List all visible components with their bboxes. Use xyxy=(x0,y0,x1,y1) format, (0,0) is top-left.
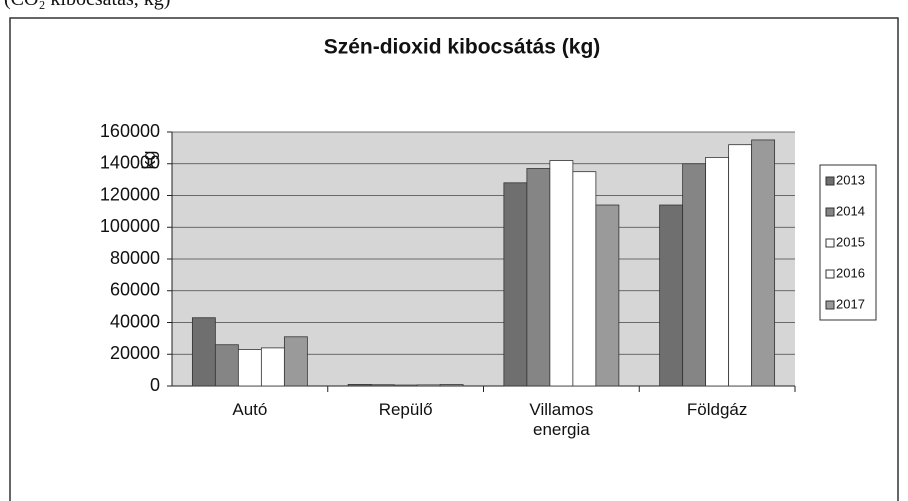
bar xyxy=(549,160,574,387)
bar xyxy=(214,344,239,387)
x-tick-label: Villamos energia xyxy=(529,400,594,439)
bar xyxy=(237,349,262,387)
caption: (CO₂ kibocsátás, kg) xyxy=(4,0,170,11)
bar xyxy=(191,317,216,387)
bar xyxy=(572,171,597,387)
x-tick-label: Földgáz xyxy=(686,400,748,419)
x-tick-label: Autó xyxy=(232,400,268,419)
y-tick-label: 20000 xyxy=(110,343,160,363)
legend-label: 2013 xyxy=(836,172,865,187)
bar xyxy=(416,384,441,387)
bar xyxy=(393,384,418,387)
y-tick-label: 160000 xyxy=(100,121,160,141)
legend-label: 2016 xyxy=(836,265,865,280)
bar xyxy=(347,384,372,387)
legend-swatch xyxy=(825,238,835,248)
bar xyxy=(682,163,707,387)
y-tick-label: 100000 xyxy=(100,216,160,236)
bar xyxy=(705,156,730,387)
y-tick-label: 60000 xyxy=(110,280,160,300)
bar xyxy=(751,139,776,387)
y-tick-label: 0 xyxy=(150,375,160,395)
x-tick-label: Repülő xyxy=(378,400,433,419)
bar xyxy=(595,204,620,387)
bar xyxy=(439,384,464,387)
bar xyxy=(728,144,753,387)
legend-label: 2014 xyxy=(836,203,865,218)
legend-swatch xyxy=(825,176,835,186)
y-tick-label: 140000 xyxy=(100,153,160,173)
bar xyxy=(260,347,285,387)
legend-label: 2017 xyxy=(836,296,865,311)
bar xyxy=(503,182,528,387)
legend-swatch xyxy=(825,207,835,217)
chart-title: Szén-dioxid kibocsátás (kg) xyxy=(324,36,601,59)
y-tick-label: 120000 xyxy=(100,184,160,204)
legend-label: 2015 xyxy=(836,234,865,249)
bar xyxy=(283,336,308,387)
bar xyxy=(526,168,551,387)
y-tick-label: 80000 xyxy=(110,248,160,268)
bar xyxy=(370,384,395,387)
bar xyxy=(659,204,684,387)
legend-swatch xyxy=(825,300,835,310)
y-tick-label: 40000 xyxy=(110,311,160,331)
y-axis-label: kg xyxy=(139,150,159,169)
legend-swatch xyxy=(825,269,835,279)
